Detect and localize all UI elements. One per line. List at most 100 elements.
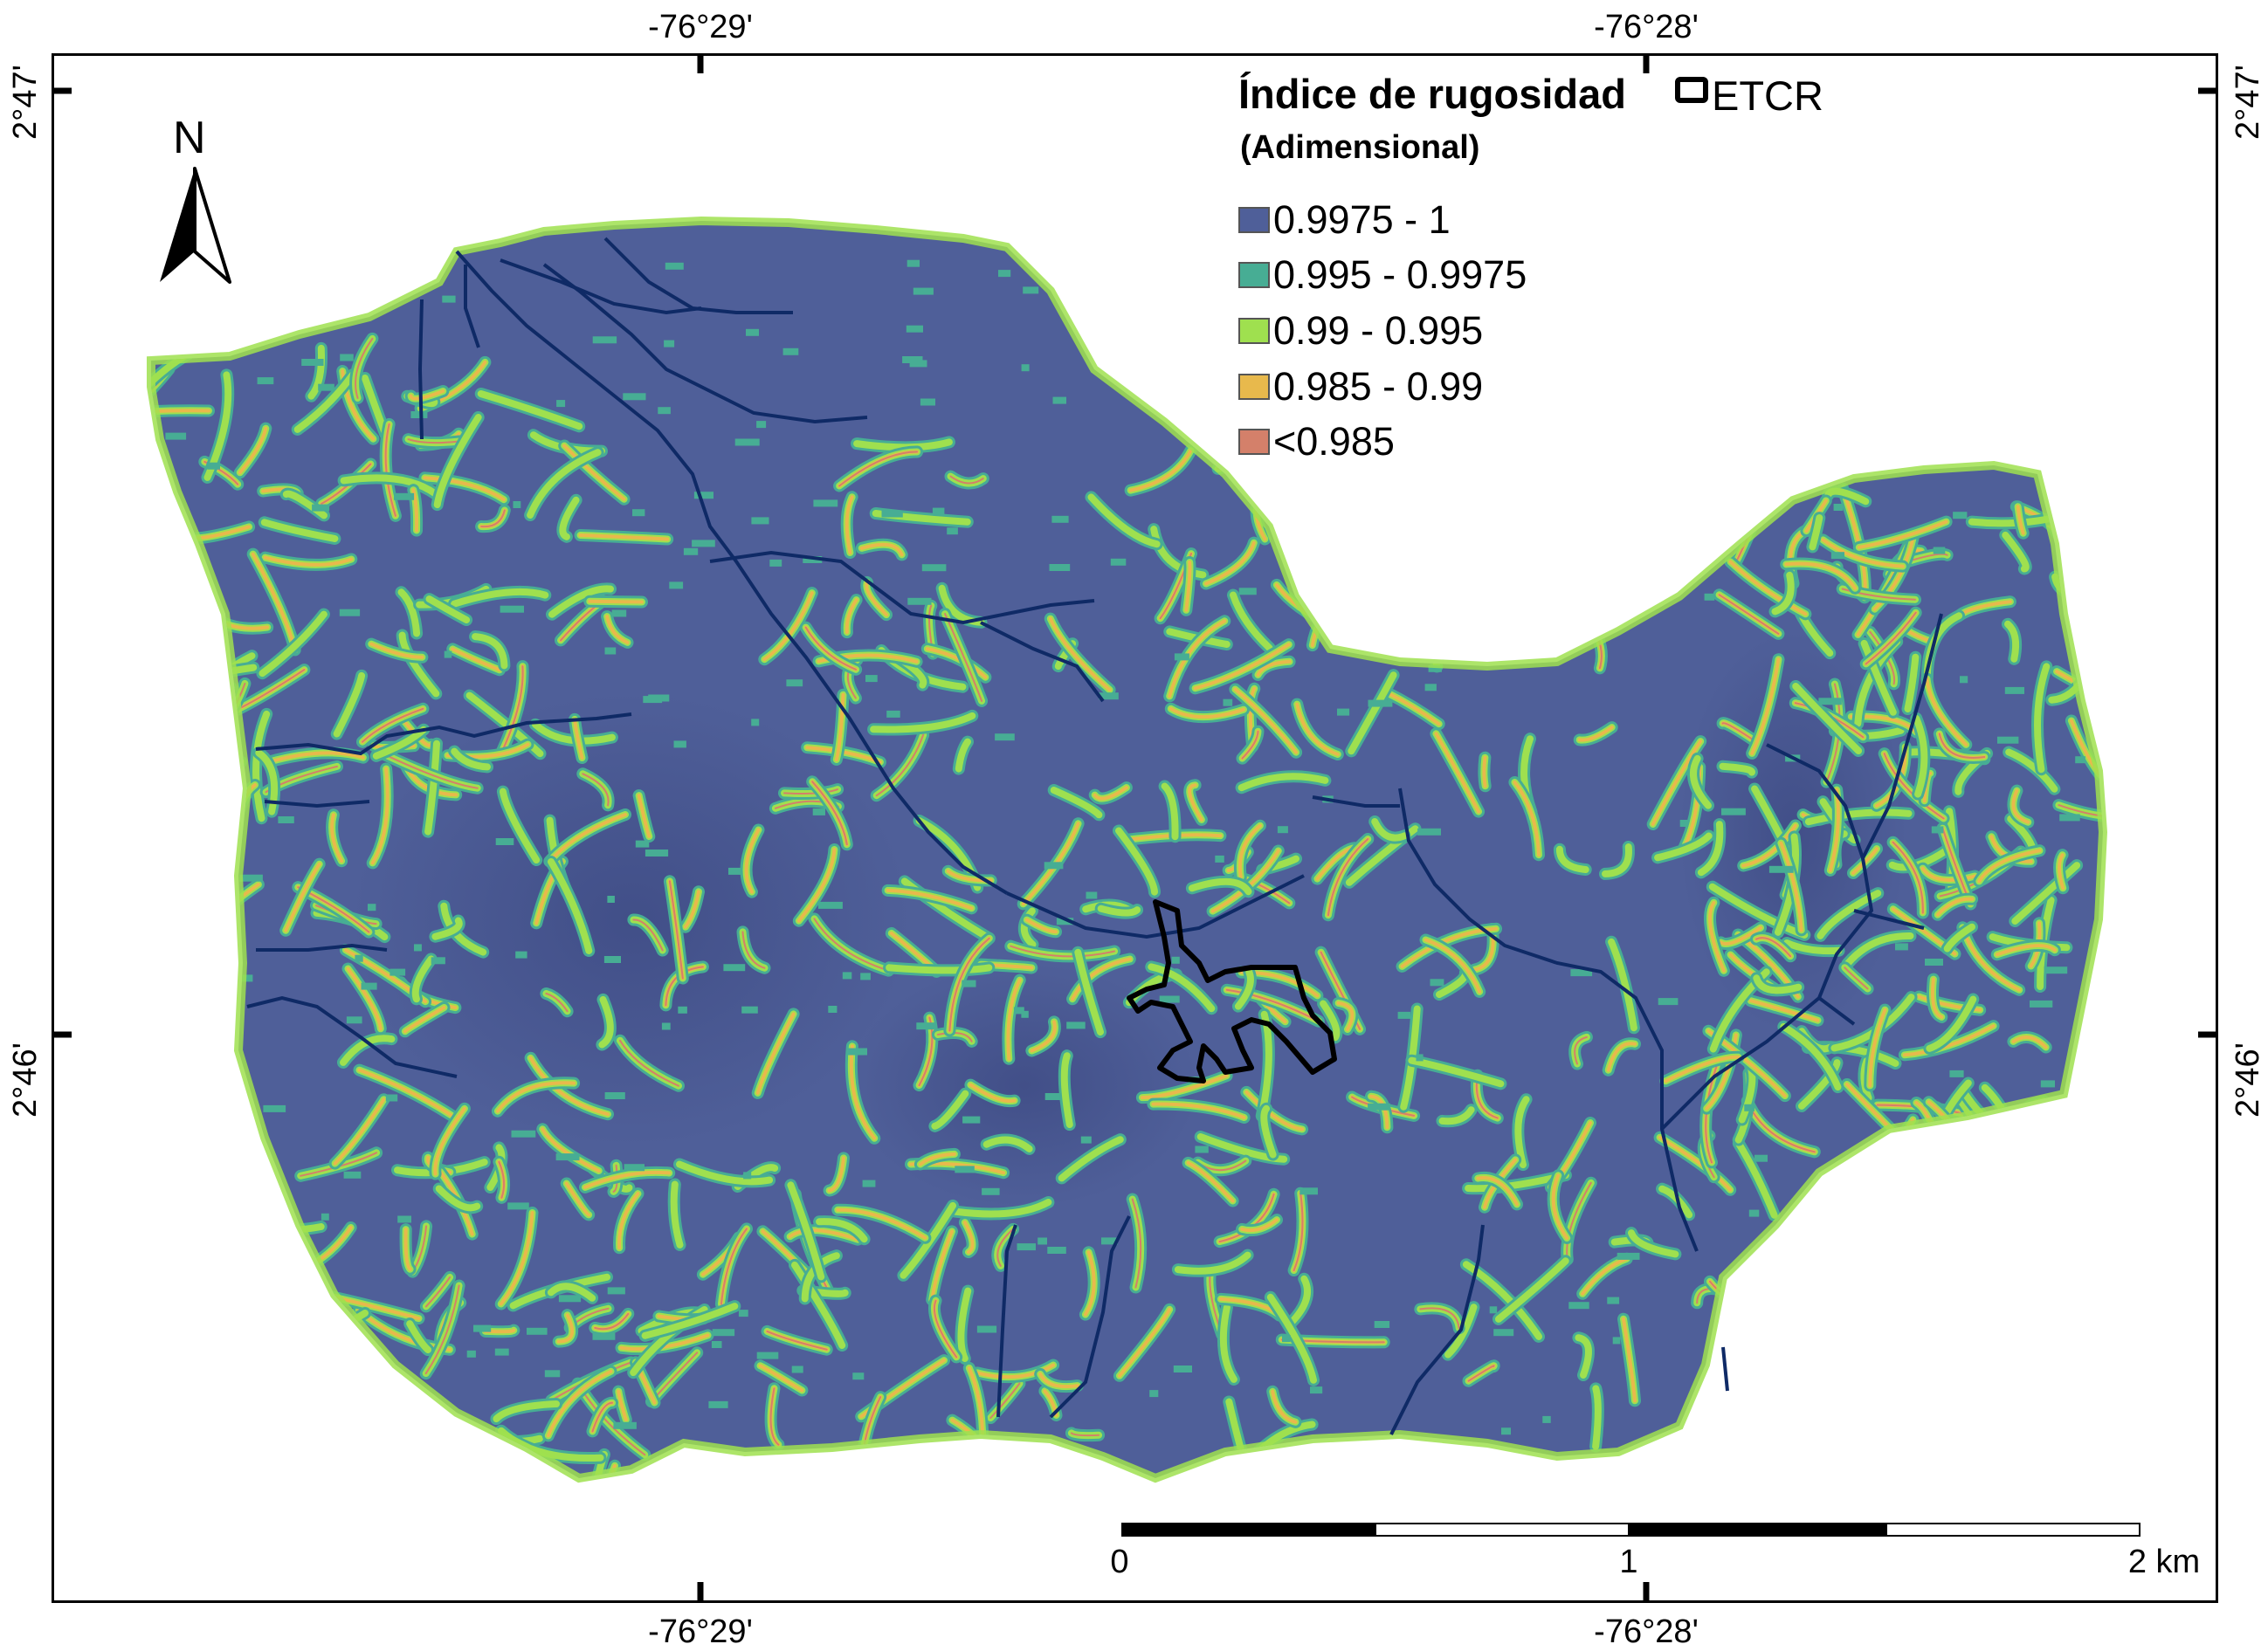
roughness-speck	[414, 944, 422, 952]
roughness-ridge	[844, 598, 858, 635]
roughness-ridge	[403, 1228, 412, 1271]
roughness-ridge	[1237, 823, 1262, 879]
roughness-ridge	[1174, 1251, 1251, 1275]
map-frame	[52, 53, 2218, 1603]
roughness-ridge	[546, 1369, 613, 1438]
roughness-ridge	[210, 1426, 272, 1443]
roughness-speck	[955, 1166, 975, 1173]
roughness-ridge	[384, 423, 396, 517]
roughness-speck	[355, 954, 363, 962]
roughness-ridge	[289, 1322, 331, 1367]
roughness-speck	[673, 740, 686, 748]
roughness-ridge	[791, 1261, 846, 1349]
roughness-ridge	[451, 588, 549, 608]
coord-left-south: 2°46'	[7, 1042, 44, 1118]
roughness-ridge	[403, 1006, 446, 1034]
roughness-ridge	[594, 1312, 630, 1331]
roughness-speck	[207, 462, 220, 470]
roughness-ridge	[741, 931, 766, 969]
river	[1312, 795, 1400, 808]
roughness-ridge	[813, 918, 890, 972]
roughness-ridge	[1653, 495, 1685, 530]
roughness-speck	[741, 1006, 758, 1014]
legend-swatch	[1238, 318, 1270, 344]
roughness-ridge	[583, 1170, 672, 1189]
basin-edge	[147, 216, 2108, 1483]
roughness-ridge	[1608, 938, 1637, 1032]
roughness-speck	[728, 867, 742, 875]
roughness-ridge	[2071, 577, 2102, 620]
roughness-ridge	[975, 1363, 1056, 1379]
roughness-ridge	[1260, 1104, 1277, 1159]
roughness-ridge	[2011, 862, 2081, 925]
roughness-ridge	[836, 1207, 927, 1240]
roughness-ridge	[1602, 843, 1632, 877]
roughness-ridge	[665, 966, 704, 1007]
roughness-ridge	[720, 1228, 748, 1305]
roughness-speck	[813, 499, 838, 507]
roughness-speck	[1933, 547, 1946, 554]
roughness-ridge	[1425, 472, 1459, 559]
roughness-speck	[1215, 855, 1224, 863]
roughness-speck	[321, 1213, 329, 1221]
roughness-speck	[665, 262, 684, 270]
roughness-speck	[712, 1329, 735, 1337]
roughness-speck	[751, 517, 769, 525]
roughness-speck	[2030, 1000, 2053, 1008]
roughness-ridge	[433, 414, 482, 509]
river	[1817, 996, 1856, 1026]
roughness-speck	[842, 972, 852, 980]
roughness-ridge	[151, 713, 169, 752]
roughness-speck	[1617, 1252, 1640, 1260]
roughness-ridge	[886, 888, 974, 911]
coord-top-west: -76°29'	[648, 9, 753, 45]
roughness-speck	[1704, 593, 1715, 601]
roughness-ridge	[944, 613, 983, 702]
roughness-speck	[278, 816, 294, 823]
roughness-speck	[318, 383, 334, 391]
roughness-ridge	[424, 740, 440, 836]
legend-subtitle: (Adimensional)	[1240, 129, 1480, 166]
legend-swatch	[1238, 429, 1270, 455]
roughness-speck	[921, 564, 947, 572]
roughness-speck	[1310, 1386, 1323, 1394]
roughness-speck	[756, 421, 767, 429]
legend-item: 0.985 - 0.99	[1238, 364, 1483, 409]
roughness-speck	[1368, 699, 1393, 707]
roughness-speck	[368, 904, 376, 911]
roughness-ridge	[151, 657, 166, 715]
roughness-speck	[2060, 1395, 2076, 1402]
river	[255, 712, 632, 756]
roughness-ridge	[1287, 1275, 1311, 1327]
roughness-ridge	[1406, 522, 1472, 568]
roughness-ridge	[948, 937, 990, 1032]
roughness-ridge	[1377, 574, 1412, 607]
roughness-speck	[1492, 611, 1514, 619]
river	[1660, 743, 1874, 1131]
roughness-ridge	[244, 1269, 278, 1303]
roughness-speck	[962, 980, 976, 987]
roughness-ridge	[1188, 783, 1203, 822]
roughness-ridge	[424, 1284, 460, 1375]
roughness-ridge	[1060, 1052, 1073, 1129]
roughness-speck	[907, 259, 920, 267]
roughness-speck	[1830, 552, 1844, 560]
roughness-ridge	[381, 752, 479, 789]
roughness-ridge	[1750, 469, 1782, 502]
roughness-ridge	[1666, 464, 1716, 503]
roughness-speck	[1051, 515, 1069, 523]
roughness-ridge	[433, 1106, 466, 1176]
roughness-speck	[1345, 540, 1354, 547]
roughness-speck	[1754, 1154, 1768, 1162]
roughness-ridge	[477, 390, 583, 430]
roughness-ridge	[527, 449, 602, 519]
river	[455, 250, 1009, 895]
roughness-speck	[1052, 396, 1066, 404]
roughness-ridge	[284, 862, 321, 932]
coord-bottom-east: -76°28'	[1594, 1613, 1699, 1650]
roughness-speck	[603, 956, 621, 963]
roughness-speck	[2075, 756, 2085, 764]
roughness-ridge	[472, 633, 508, 670]
roughness-ridge	[1038, 1372, 1079, 1389]
roughness-ridge	[362, 707, 424, 743]
